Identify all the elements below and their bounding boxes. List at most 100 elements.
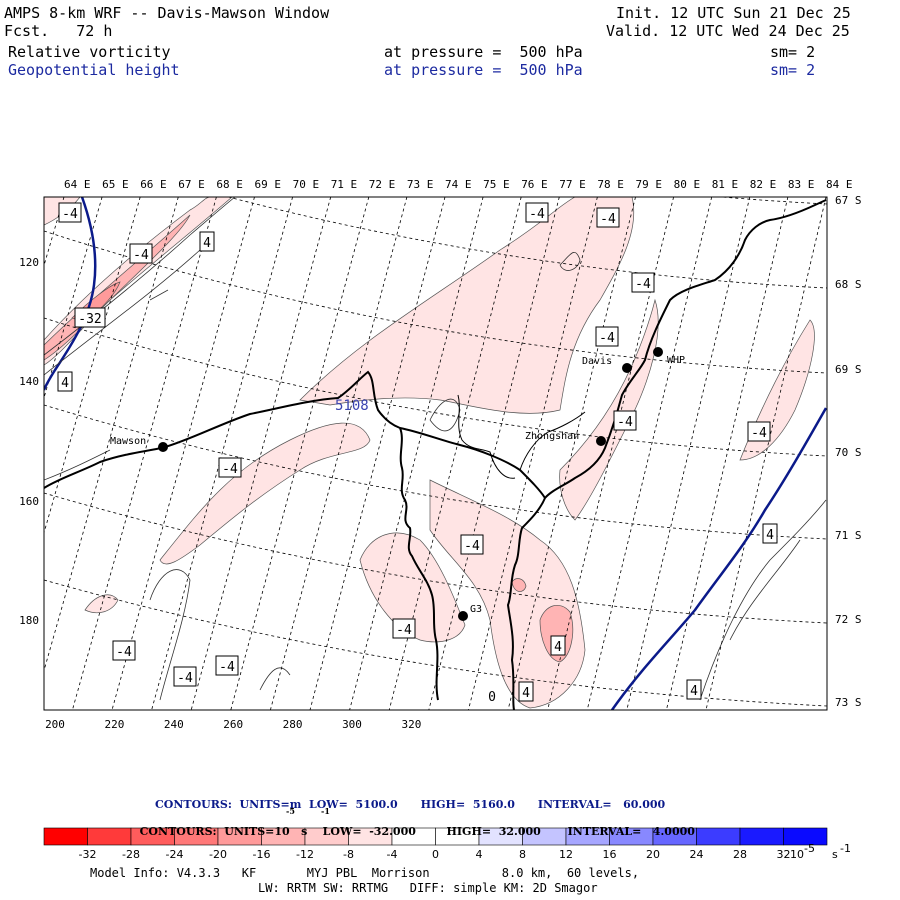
contour-tag: 4 [522,686,530,701]
longitude-label: 77 E [559,178,586,191]
colorbar-label: 0 [432,848,439,861]
vorticity-legend-exp-b: -1 [321,806,330,816]
x-tick-label: 300 [342,718,362,731]
chart-title: AMPS 8-km WRF -- Davis-Mawson Window [4,4,330,22]
contour-tag: 4 [61,376,69,391]
contour-tag: 4 [203,236,211,251]
longitude-label: 69 E [255,178,282,191]
height-contour-legend: CONTOURS: UNITS=m LOW= 5100.0 HIGH= 5160… [155,798,666,811]
latitude-label: 73 S [835,696,862,709]
longitude-label: 71 E [331,178,358,191]
contour-tag: -4 [635,277,651,292]
nw-streak-lines [44,197,236,376]
field1-name: Relative vorticity [8,43,171,61]
vorticity-fill [44,197,815,709]
contour-value-tags: -4 4 -4 -32 4 -4 -4 -4 -4 -4 -4 -4 -4 4 -4 -4 -4 -4 4 4 4 0 [57,202,778,705]
station-markers: Mawson Davis WHP Zhongshan G3 [110,347,685,621]
longitude-label: 82 E [750,178,777,191]
contour-tag-box [173,666,197,687]
contour-tag: -4 [600,212,616,227]
colorbar-segment [739,827,784,846]
colorbar-label: 16 [603,848,617,861]
vorticity-negative-region-large [299,197,635,414]
colorbar-segment [696,827,741,846]
vorticity-negative-region-central [429,479,586,709]
contour-tag: 4 [690,684,698,699]
contour-tag-box [686,679,702,700]
contour-tag-box [129,243,153,264]
contour-tag-box [74,307,106,328]
contour-tag-box [518,681,534,702]
colorbar-label: 8 [519,848,526,861]
model-info-line2: LW: RRTM SW: RRTMG DIFF: simple KM: 2D S… [258,881,598,895]
station-label: Davis [582,356,612,367]
contour-tag-box [631,272,655,293]
contour-tag-box [57,371,73,392]
contour-tag: -4 [617,415,633,430]
latitude-label: 69 S [835,363,862,376]
contour-tag-box [112,640,136,661]
x-axis-ticks: 200 220 240 260 280 300 320 [45,718,421,731]
vorticity-negative-region-south [359,532,466,643]
colorbar-units-s-exp: -1 [840,842,851,855]
contour-tag: -4 [464,539,480,554]
x-tick-label: 240 [164,718,184,731]
colorbar-label: -8 [343,848,354,861]
contour-tag-box [460,534,484,555]
latitude-label: 68 S [835,278,862,291]
vorticity-negative-region-mid [159,422,371,565]
longitude-labels: 64 E 65 E 66 E 67 E 68 E 69 E 70 E 71 E 72 E 73 E… [64,178,853,191]
longitude-label: 76 E [521,178,548,191]
colorbar-label: -32 [79,848,97,861]
longitude-label: 67 E [178,178,205,191]
colorbar-units: 10 [790,848,804,861]
contour-tag: -4 [177,671,193,686]
contour-tag: 0 [488,690,496,705]
map-plot-area [44,197,827,710]
latitude-label: 72 S [835,613,862,626]
x-tick-label: 260 [223,718,243,731]
longitude-label: 81 E [712,178,739,191]
vorticity-strong-pocket-small [511,578,527,592]
contour-tag-box [215,655,239,676]
contour-tag: -4 [222,462,238,477]
contour-tag: -4 [751,426,767,441]
contour-tag: 4 [554,640,562,655]
contour-tag: -4 [116,645,132,660]
model-info-line1: Model Info: V4.3.3 KF MYJ PBL Morrison 8… [90,866,640,880]
contour-tag-box [58,202,82,223]
station-label: WHP [667,355,685,366]
colorbar-label: -24 [166,848,184,861]
longitude-label: 68 E [216,178,243,191]
longitude-label: 65 E [102,178,129,191]
colorbar-label: 28 [733,848,747,861]
colorbar-label: 4 [476,848,483,861]
vorticity-positive-contours [44,251,827,701]
contour-tag: -4 [62,207,78,222]
longitude-label: 84 E [826,178,853,191]
station-dot [158,442,168,452]
longitude-label: 78 E [597,178,624,191]
contour-tag: -4 [219,660,235,675]
colorbar: -32 -28 -24 -20 -16 -12 -8 -4 0 4 8 12 16 20 24 28 32 10-… [43,827,851,861]
vorticity-contour-legend: CONTOURS: UNITS=10 s LOW= -32.000 HIGH= … [132,812,695,838]
contour-tag: -4 [133,248,149,263]
x-tick-label: 280 [283,718,303,731]
contour-tag-box [747,421,771,442]
field1-level: at pressure = 500 hPa [384,43,583,61]
vorticity-legend-text: CONTOURS: UNITS=10 s LOW= -32.000 HIGH= … [139,825,695,838]
longitude-label: 66 E [140,178,167,191]
latitude-label: 70 S [835,446,862,459]
latitude-label: 67 S [835,194,862,207]
contour-tag-box [550,635,566,656]
height-contour-label: 5108 [335,398,369,414]
contour-tag: 4 [766,528,774,543]
geopotential-contour-west [44,197,97,391]
colorbar-units-exp: -5 [804,842,815,855]
longitude-label: 73 E [407,178,434,191]
y-tick-label: 120 [19,256,39,269]
colorbar-label: 32 [777,848,791,861]
x-tick-label: 200 [45,718,65,731]
x-tick-label: 320 [401,718,421,731]
